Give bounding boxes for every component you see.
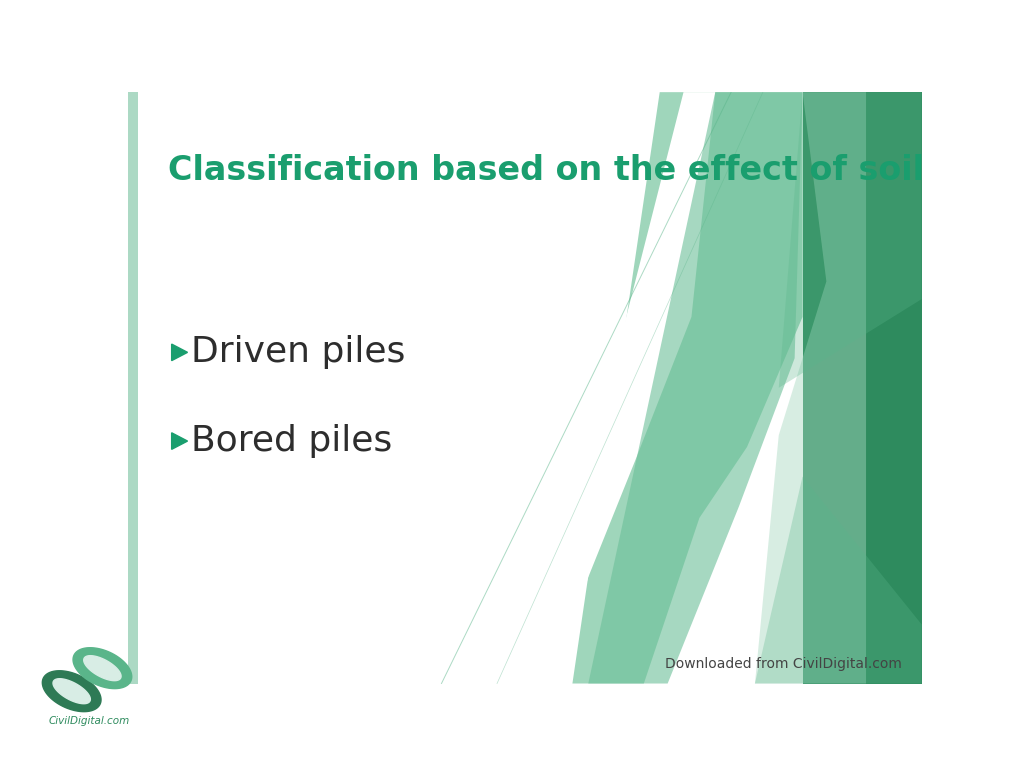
Polygon shape	[172, 344, 187, 361]
Polygon shape	[755, 92, 866, 684]
Text: Driven piles: Driven piles	[191, 336, 406, 369]
Text: Classification based on the effect of soil: Classification based on the effect of so…	[168, 154, 924, 187]
Polygon shape	[572, 92, 803, 684]
Text: Downloaded from CivilDigital.com: Downloaded from CivilDigital.com	[665, 657, 902, 670]
Polygon shape	[588, 92, 803, 684]
Polygon shape	[803, 92, 922, 684]
Polygon shape	[172, 433, 187, 449]
Polygon shape	[778, 92, 922, 388]
Polygon shape	[532, 92, 715, 684]
Polygon shape	[42, 670, 101, 712]
Text: CivilDigital.com: CivilDigital.com	[48, 716, 129, 726]
Polygon shape	[53, 679, 90, 703]
Text: Bored piles: Bored piles	[191, 424, 393, 458]
Polygon shape	[755, 476, 922, 684]
Polygon shape	[73, 647, 132, 689]
Polygon shape	[128, 92, 137, 684]
Polygon shape	[84, 656, 121, 680]
